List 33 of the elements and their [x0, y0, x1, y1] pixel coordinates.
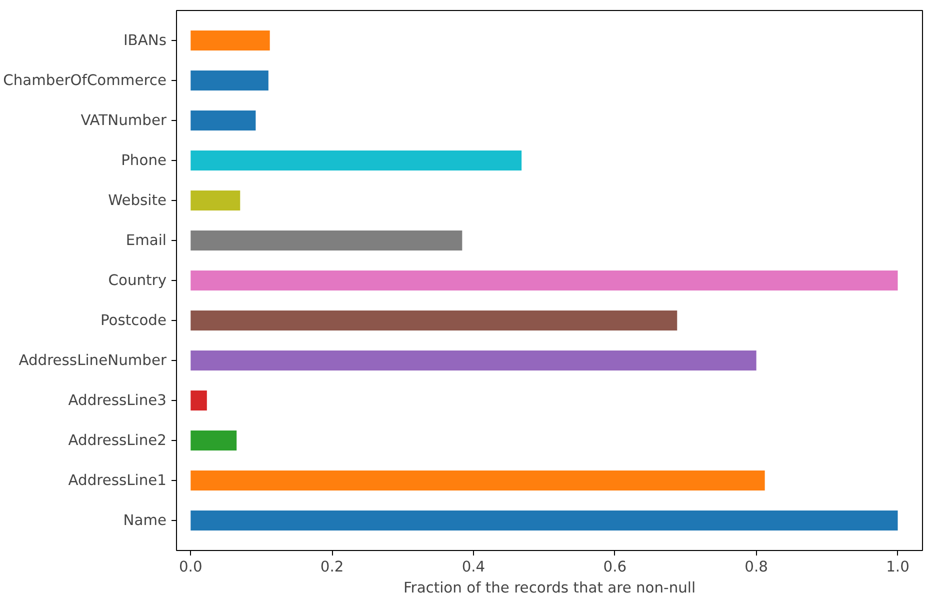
y-tick-label: AddressLineNumber [18, 352, 168, 369]
y-tick-label: AddressLine3 [68, 392, 167, 409]
y-tick-label: Country [108, 272, 167, 289]
x-tick-label: 1.0 [886, 558, 910, 576]
bar [190, 190, 240, 210]
y-tick-label: AddressLine1 [68, 472, 167, 489]
bar [190, 270, 898, 290]
y-tick-label: Postcode [100, 312, 167, 329]
x-tick-label: 0.0 [178, 558, 202, 576]
bar [190, 350, 756, 370]
bar [190, 150, 522, 170]
y-tick-label: Email [126, 232, 167, 249]
bar [190, 30, 270, 50]
y-tick-label: AddressLine2 [68, 432, 167, 449]
bar [190, 510, 898, 530]
x-tick-label: 0.6 [603, 558, 627, 576]
y-tick-label: VATNumber [80, 112, 168, 129]
bar [190, 470, 765, 490]
bar [190, 70, 268, 90]
x-tick-label: 0.8 [744, 558, 768, 576]
y-tick-label: ChamberOfCommerce [3, 72, 166, 89]
bar [190, 310, 678, 330]
bar [190, 110, 256, 130]
bar [190, 430, 237, 450]
y-tick-label: IBANs [123, 32, 167, 49]
x-tick-label: 0.2 [320, 558, 344, 576]
x-axis-title: Fraction of the records that are non-null [403, 580, 696, 596]
y-tick-label: Name [123, 512, 167, 529]
y-tick-label: Website [108, 192, 167, 209]
bar [190, 390, 207, 410]
x-tick-label: 0.4 [462, 558, 486, 576]
bar [190, 230, 462, 250]
y-tick-label: Phone [121, 152, 167, 169]
